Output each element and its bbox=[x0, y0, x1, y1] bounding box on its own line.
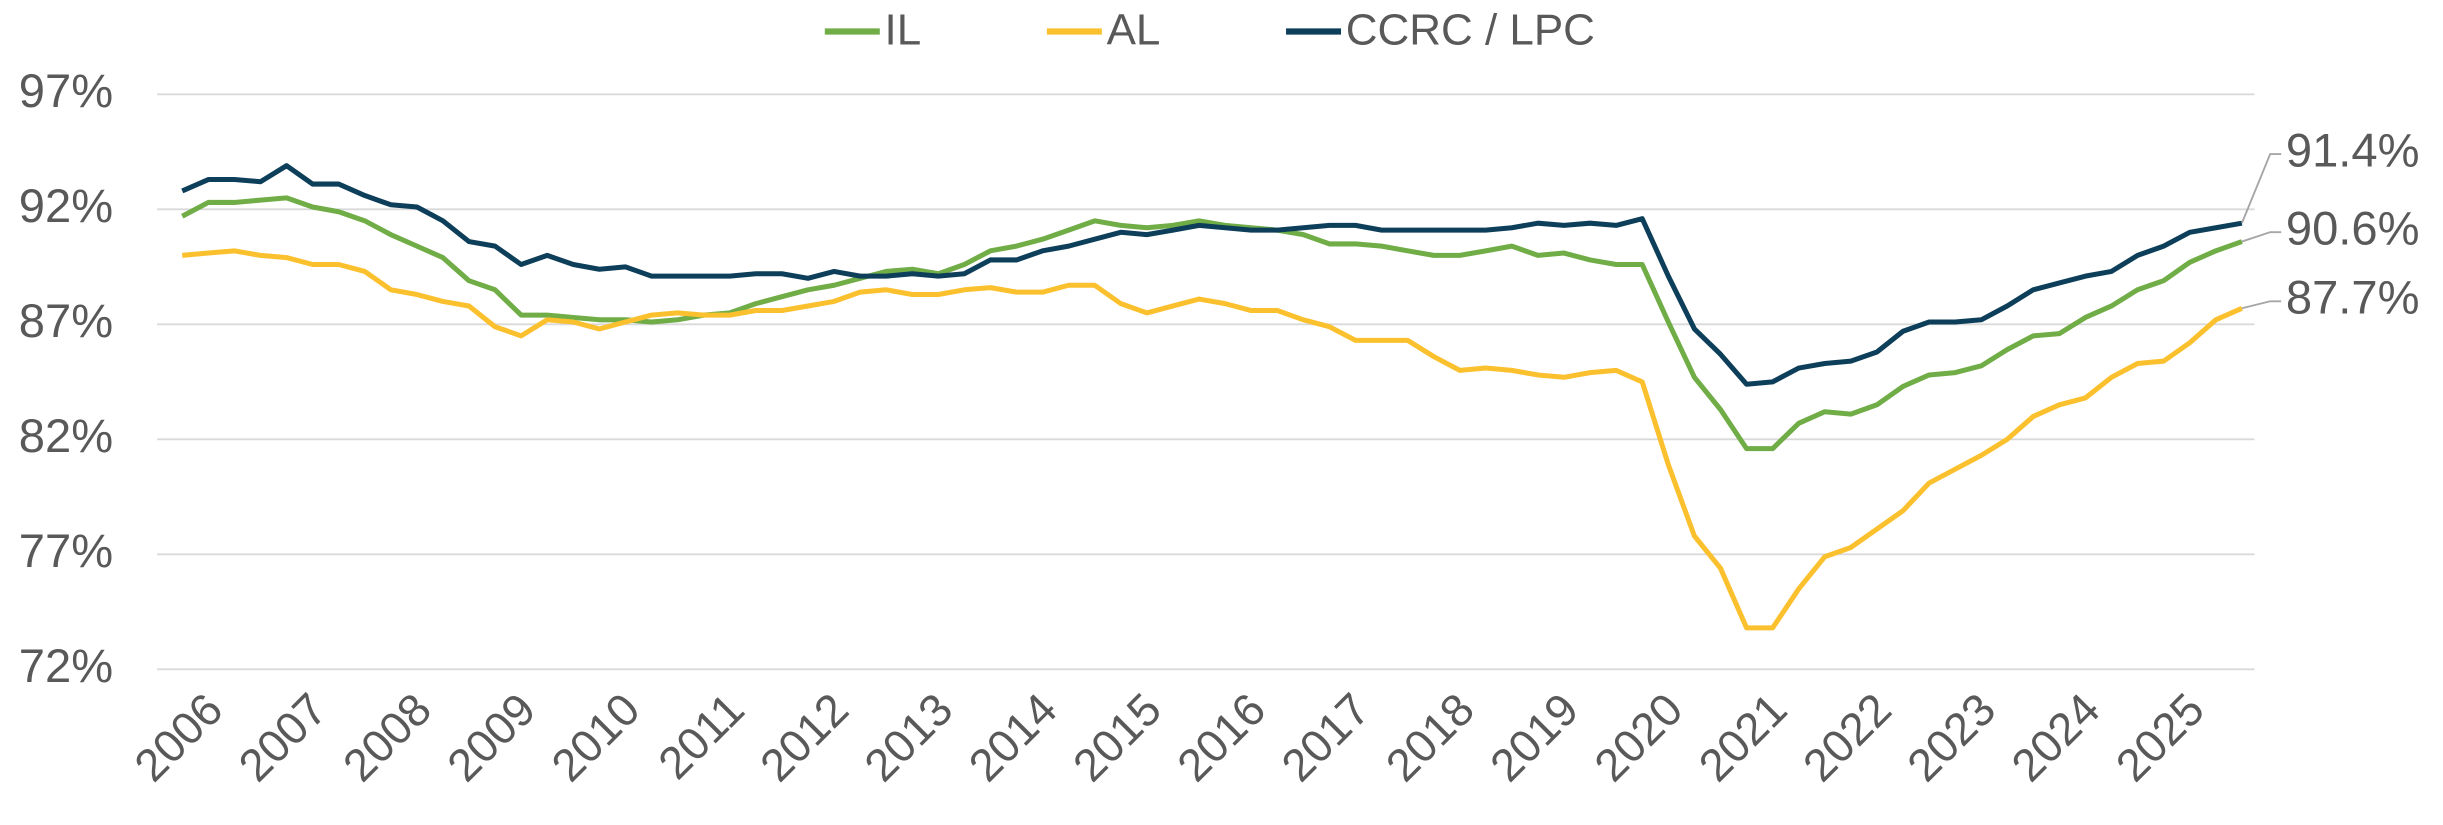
end-label: 87.7% bbox=[2286, 271, 2420, 324]
x-tick-label: 2020 bbox=[1585, 683, 1693, 791]
y-tick-label: 92% bbox=[19, 179, 113, 232]
y-tick-label: 87% bbox=[19, 294, 113, 347]
end-label: 90.6% bbox=[2286, 202, 2420, 255]
series-line bbox=[181, 163, 2243, 387]
x-tick-label: 2024 bbox=[2002, 683, 2110, 791]
y-tick-label: 82% bbox=[19, 409, 113, 462]
x-tick-label: 2017 bbox=[1272, 683, 1380, 791]
x-tick-label: 2012 bbox=[750, 683, 858, 791]
x-tick-label: 2013 bbox=[855, 683, 963, 791]
x-tick-label: 2019 bbox=[1480, 683, 1588, 791]
y-tick-label: 77% bbox=[19, 524, 113, 577]
x-tick-label: 2018 bbox=[1376, 683, 1484, 791]
series-line bbox=[181, 195, 2243, 452]
legend-label: IL bbox=[885, 6, 922, 55]
x-tick-label: 2016 bbox=[1168, 683, 1276, 791]
y-tick-label: 72% bbox=[19, 639, 113, 692]
end-label: 91.4% bbox=[2286, 123, 2420, 176]
x-tick-label: 2014 bbox=[959, 683, 1067, 791]
x-tick-label: 2023 bbox=[1898, 683, 2006, 791]
leader-line bbox=[2241, 231, 2282, 243]
x-tick-label: 2011 bbox=[648, 683, 753, 788]
series-line bbox=[182, 248, 2243, 631]
x-tick-label: 2022 bbox=[1793, 683, 1901, 791]
x-tick-label: 2021 bbox=[1689, 683, 1797, 791]
x-tick-label: 2008 bbox=[333, 683, 441, 791]
y-tick-label: 97% bbox=[19, 64, 113, 117]
x-tick-label: 2006 bbox=[125, 683, 233, 791]
leader-line bbox=[2241, 300, 2282, 310]
x-tick-label: 2015 bbox=[1063, 683, 1171, 791]
legend-label: AL bbox=[1107, 6, 1161, 55]
legend-label: CCRC / LPC bbox=[1346, 6, 1595, 55]
x-tick-label: 2010 bbox=[542, 683, 650, 791]
x-tick-label: 2009 bbox=[438, 683, 546, 791]
leader-line bbox=[2241, 153, 2282, 224]
x-tick-label: 2007 bbox=[229, 683, 337, 791]
x-tick-label: 2025 bbox=[2106, 683, 2214, 791]
